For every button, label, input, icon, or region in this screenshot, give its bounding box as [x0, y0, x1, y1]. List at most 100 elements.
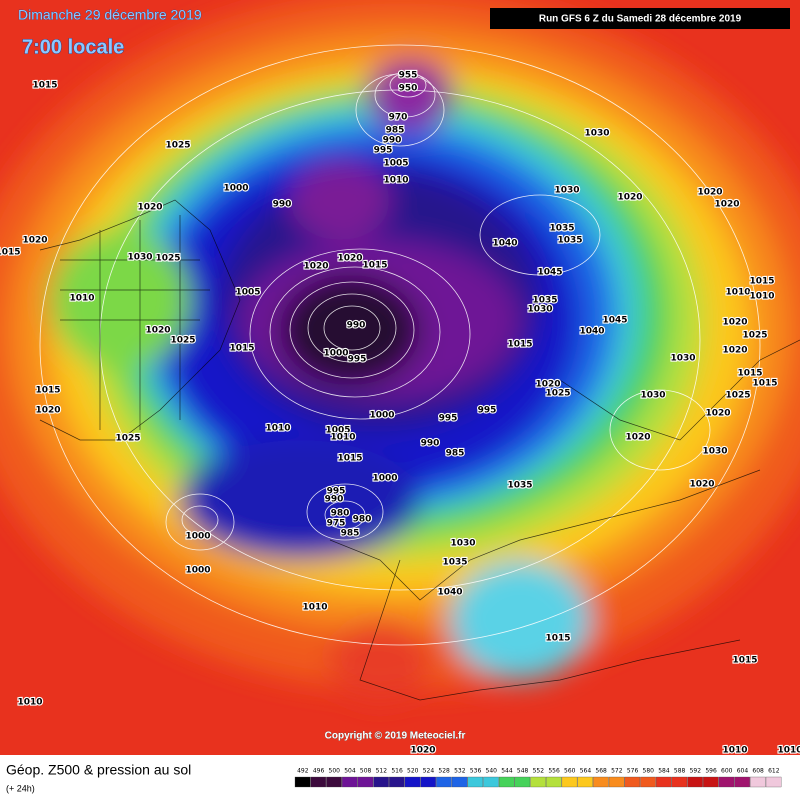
legend-swatch — [734, 776, 750, 788]
legend-swatch — [561, 776, 578, 788]
isobar-label: 1005 — [383, 159, 408, 169]
legend-label: 520 — [407, 768, 419, 775]
isobar-label: 1020 — [689, 480, 714, 490]
run-box — [490, 8, 790, 29]
isobar-label: 1015 — [737, 369, 762, 379]
legend-swatch — [593, 776, 609, 788]
isobar-label: 1000 — [323, 349, 348, 359]
isobar-label: 1015 — [752, 379, 777, 389]
legend-swatch — [671, 776, 688, 788]
isobar-label: 1025 — [545, 389, 570, 399]
isobar-label: 995 — [327, 487, 346, 497]
copyright: Copyright © 2019 Meteociel.fr — [325, 731, 466, 742]
legend-swatch — [404, 776, 421, 788]
legend-swatch — [341, 776, 358, 788]
isobar-label: 1020 — [137, 203, 162, 213]
footer-title: Géop. Z500 & pression au sol — [6, 762, 191, 778]
isobar-label: 1010 — [69, 294, 94, 304]
isobar-label: 1045 — [537, 268, 562, 278]
legend-swatch — [530, 776, 546, 788]
isobar-label: 1020 — [722, 318, 747, 328]
legend-label: 604 — [737, 768, 749, 775]
isobar-label: 1015 — [507, 340, 532, 350]
isobar-label: 1025 — [742, 331, 767, 341]
legend-swatch — [420, 776, 436, 788]
legend-swatch — [357, 776, 374, 788]
legend-swatch — [373, 776, 389, 788]
legend-label: 552 — [533, 768, 545, 775]
isobar-label: 1015 — [545, 634, 570, 644]
isobar-label: 1010 — [722, 746, 747, 756]
isobar-label: 1015 — [337, 454, 362, 464]
isobar-label: 1010 — [777, 746, 800, 756]
legend-label: 548 — [517, 768, 529, 775]
isobar-labels: 1015102510009901020102010151030102510101… — [0, 69, 800, 756]
legend-swatch — [765, 776, 782, 788]
isobar-label: 1020 — [35, 406, 60, 416]
isobar-label: 990 — [421, 439, 440, 449]
isobar-label: 980 — [331, 509, 350, 519]
isobar-label: 1035 — [507, 481, 532, 491]
legend-label: 588 — [674, 768, 686, 775]
isobar-label: 950 — [399, 84, 418, 94]
isobar-label: 1020 — [337, 254, 362, 264]
isobar-label: 1020 — [705, 409, 730, 419]
legend-swatch — [483, 776, 499, 788]
isobar-label: 1025 — [170, 336, 195, 346]
isobar-label: 1000 — [369, 411, 394, 421]
isobar-label: 1035 — [557, 236, 582, 246]
isobar-label: 995 — [374, 146, 393, 156]
legend-label: 524 — [423, 768, 435, 775]
isobar-label: 1020 — [625, 433, 650, 443]
isobar-label: 1015 — [229, 344, 254, 354]
isobar-label: 1020 — [410, 746, 435, 756]
isobar-label: 1045 — [602, 316, 627, 326]
run-info: Run GFS 6 Z du Samedi 28 décembre 2019 — [539, 14, 742, 25]
isobar-label: 1015 — [32, 81, 57, 91]
isobar-label: 1010 — [383, 176, 408, 186]
legend-label: 508 — [360, 768, 372, 775]
isobar-label: 1040 — [579, 327, 604, 337]
isobar-label: 1020 — [617, 193, 642, 203]
legend: 492 496 500 504 508 512 516 520 524 528 532 536 540 5… — [294, 768, 782, 788]
isobar-label: 1010 — [330, 433, 355, 443]
isobar-label: 985 — [341, 529, 360, 539]
isobar-label: 980 — [353, 515, 372, 525]
isobar-label: 1030 — [584, 129, 609, 139]
legend-label: 608 — [752, 768, 764, 775]
isobar-label: 955 — [399, 71, 418, 81]
legend-label: 584 — [658, 768, 670, 775]
isobar-label: 1000 — [185, 566, 210, 576]
isobar-label: 1015 — [749, 277, 774, 287]
legend-label: 536 — [470, 768, 482, 775]
legend-label: 500 — [329, 768, 341, 775]
isobar-label: 1000 — [223, 184, 248, 194]
isobar-label: 1000 — [372, 474, 397, 484]
legend-label: 492 — [297, 768, 309, 775]
isobar-label: 1020 — [722, 346, 747, 356]
legend-label: 600 — [721, 768, 733, 775]
legend-label: 564 — [580, 768, 592, 775]
isobar-label: 985 — [386, 126, 405, 136]
legend-label: 556 — [548, 768, 560, 775]
legend-swatch — [608, 776, 625, 788]
isobar-label: 1010 — [302, 603, 327, 613]
legend-label: 540 — [486, 768, 498, 775]
legend-swatch — [436, 776, 452, 788]
isobar-label: 1040 — [437, 588, 462, 598]
isobars — [39, 44, 761, 646]
isobar-label: 975 — [327, 519, 346, 529]
isobar-label: 1010 — [17, 698, 42, 708]
isobar-label: 1005 — [325, 426, 350, 436]
isobar-label: 1020 — [22, 236, 47, 246]
legend-label: 568 — [595, 768, 607, 775]
isobar-label: 1010 — [725, 288, 750, 298]
legend-swatch — [624, 776, 641, 788]
legend-swatch — [640, 776, 656, 788]
legend-swatch — [326, 776, 342, 788]
isobar-label: 1010 — [749, 292, 774, 302]
isobar-label: 995 — [478, 406, 497, 416]
isobar-label: 990 — [273, 200, 292, 210]
isobar-label: 1035 — [549, 224, 574, 234]
